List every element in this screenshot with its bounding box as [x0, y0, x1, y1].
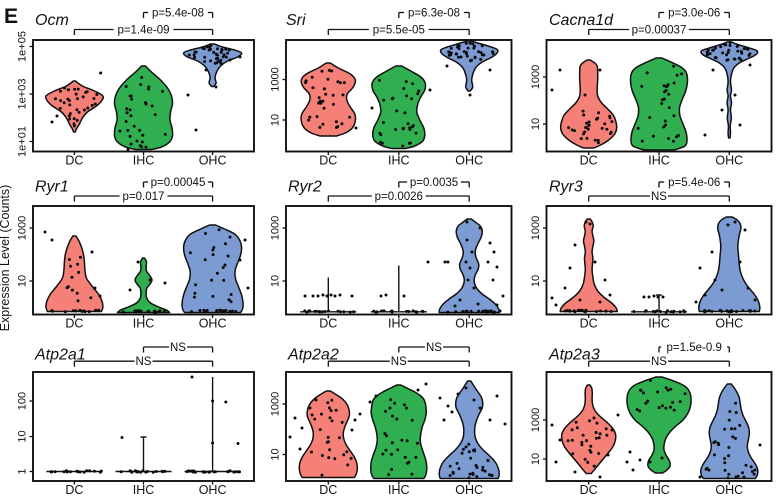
svg-text:p=0.0026: p=0.0026: [375, 191, 423, 203]
svg-text:10: 10: [530, 275, 542, 287]
svg-text:DC: DC: [580, 483, 598, 497]
svg-text:10: 10: [530, 118, 542, 130]
svg-text:NS: NS: [391, 356, 407, 368]
svg-text:1000: 1000: [530, 408, 542, 432]
svg-text:10: 10: [17, 275, 29, 287]
svg-text:1e+05: 1e+05: [17, 31, 29, 62]
svg-text:DC: DC: [65, 317, 83, 331]
svg-text:IHC: IHC: [648, 154, 670, 168]
svg-text:NS: NS: [426, 342, 442, 354]
svg-text:NS: NS: [651, 191, 667, 203]
svg-text:1000: 1000: [270, 216, 282, 240]
svg-text:Ryr1: Ryr1: [35, 179, 69, 196]
svg-text:DC: DC: [65, 483, 83, 497]
svg-text:p=0.00037: p=0.00037: [632, 24, 687, 36]
svg-text:OHC: OHC: [455, 317, 483, 331]
svg-text:100: 100: [17, 392, 29, 410]
svg-text:1000: 1000: [270, 67, 282, 91]
svg-text:p=0.0035: p=0.0035: [410, 177, 458, 189]
svg-text:IHC: IHC: [648, 317, 670, 331]
svg-text:1: 1: [17, 468, 29, 474]
svg-text:IHC: IHC: [133, 317, 155, 331]
svg-text:1000: 1000: [530, 65, 542, 89]
svg-text:DC: DC: [319, 154, 337, 168]
svg-text:Cacna1d: Cacna1d: [549, 12, 614, 29]
svg-text:p=5.5e-05: p=5.5e-05: [373, 24, 425, 36]
svg-text:10: 10: [270, 275, 282, 287]
svg-text:Ocm: Ocm: [35, 12, 69, 29]
svg-text:OHC: OHC: [199, 154, 227, 168]
svg-text:1e+01: 1e+01: [17, 126, 29, 157]
svg-text:Sri: Sri: [286, 12, 306, 29]
svg-text:E: E: [4, 5, 18, 28]
svg-text:1000: 1000: [270, 392, 282, 416]
svg-text:10: 10: [530, 453, 542, 465]
svg-text:IHC: IHC: [133, 154, 155, 168]
svg-text:1000: 1000: [17, 216, 29, 240]
svg-text:10: 10: [270, 448, 282, 460]
svg-text:Atp2a3: Atp2a3: [548, 347, 600, 364]
svg-text:IHC: IHC: [133, 483, 155, 497]
svg-text:OHC: OHC: [199, 317, 227, 331]
svg-text:10: 10: [270, 114, 282, 126]
svg-text:IHC: IHC: [388, 317, 410, 331]
svg-text:p=5.4e-08: p=5.4e-08: [152, 7, 204, 19]
svg-text:NS: NS: [651, 356, 667, 368]
svg-text:DC: DC: [319, 317, 337, 331]
svg-text:Atp2a1: Atp2a1: [34, 347, 86, 364]
svg-text:Expression Level (Counts): Expression Level (Counts): [0, 185, 12, 332]
svg-text:p=3.0e-06: p=3.0e-06: [668, 7, 720, 19]
svg-text:OHC: OHC: [715, 317, 743, 331]
svg-text:DC: DC: [580, 154, 598, 168]
svg-text:p=5.4e-06: p=5.4e-06: [668, 177, 720, 189]
svg-text:NS: NS: [136, 356, 152, 368]
svg-text:OHC: OHC: [715, 483, 743, 497]
svg-text:IHC: IHC: [388, 483, 410, 497]
svg-text:OHC: OHC: [455, 154, 483, 168]
svg-text:DC: DC: [65, 154, 83, 168]
svg-text:10: 10: [17, 430, 29, 442]
svg-text:NS: NS: [170, 342, 186, 354]
svg-text:IHC: IHC: [648, 483, 670, 497]
svg-text:p=0.00045: p=0.00045: [151, 177, 206, 189]
svg-text:p=1.4e-09: p=1.4e-09: [117, 24, 169, 36]
svg-text:Ryr2: Ryr2: [288, 179, 322, 196]
svg-text:1e+03: 1e+03: [17, 79, 29, 110]
svg-text:OHC: OHC: [715, 154, 743, 168]
svg-text:1000: 1000: [530, 216, 542, 240]
svg-text:Atp2a2: Atp2a2: [287, 347, 339, 364]
svg-text:p=0.017: p=0.017: [123, 191, 165, 203]
svg-text:DC: DC: [580, 317, 598, 331]
svg-text:p=6.3e-08: p=6.3e-08: [408, 7, 460, 19]
svg-text:OHC: OHC: [199, 483, 227, 497]
svg-text:OHC: OHC: [455, 483, 483, 497]
svg-text:p=1.5e-0.9: p=1.5e-0.9: [667, 342, 722, 354]
svg-text:IHC: IHC: [388, 154, 410, 168]
svg-text:DC: DC: [319, 483, 337, 497]
svg-text:Ryr3: Ryr3: [549, 179, 583, 196]
